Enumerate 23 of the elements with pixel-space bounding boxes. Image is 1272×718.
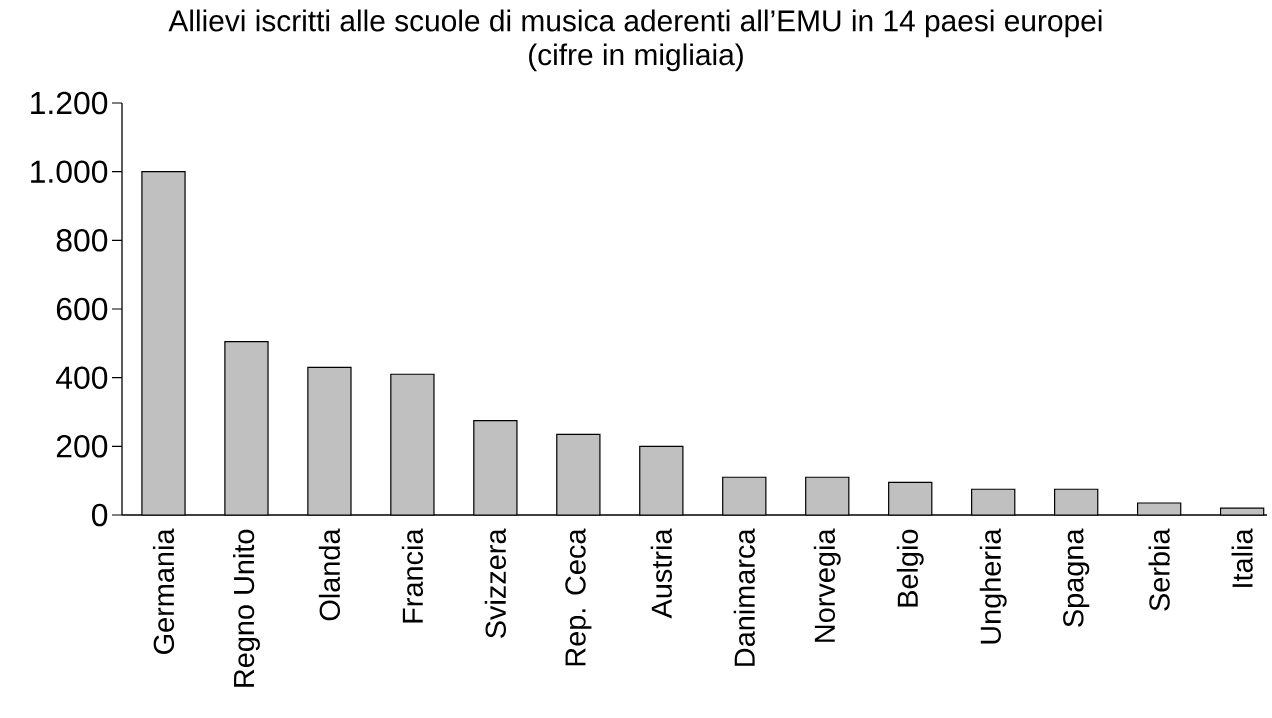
x-tick-label: Ungheria <box>979 528 1007 644</box>
x-tick-label: Austria <box>650 528 672 619</box>
x-tick-label: Spagna <box>1063 528 1090 627</box>
y-tick-label: 1.000 <box>31 160 108 183</box>
y-tick-label: 1.200 <box>31 91 108 115</box>
chart-subtitle: (cifre in migliaia) <box>529 43 743 72</box>
x-tick-label: Danimarca <box>733 528 755 666</box>
x-tick-label: Olanda <box>318 528 341 621</box>
x-tick-label: Norvegia <box>813 528 841 642</box>
y-tick-label: 400 <box>56 366 108 389</box>
x-tick-label: Italia <box>1231 528 1253 587</box>
x-tick-label: Serbia <box>1148 528 1170 611</box>
x-tick-label: Rep. Ceca <box>565 528 592 666</box>
x-tick-label: Francia <box>401 528 424 623</box>
x-tick-label: Regno Unito <box>232 529 260 687</box>
y-tick-label: 200 <box>56 435 108 458</box>
y-tick-label: 0 <box>92 503 108 527</box>
y-tick-label: 600 <box>56 297 108 321</box>
chart-title: Allievi iscritti alle scuole di musica aderenti all’EMU in 14 paesi europei <box>168 9 1102 38</box>
x-tick-label: Belgio <box>896 529 924 607</box>
x-tick-label: Germania <box>152 528 175 654</box>
y-tick-label: 800 <box>56 229 108 252</box>
x-tick-label: Svizzera <box>484 528 506 638</box>
